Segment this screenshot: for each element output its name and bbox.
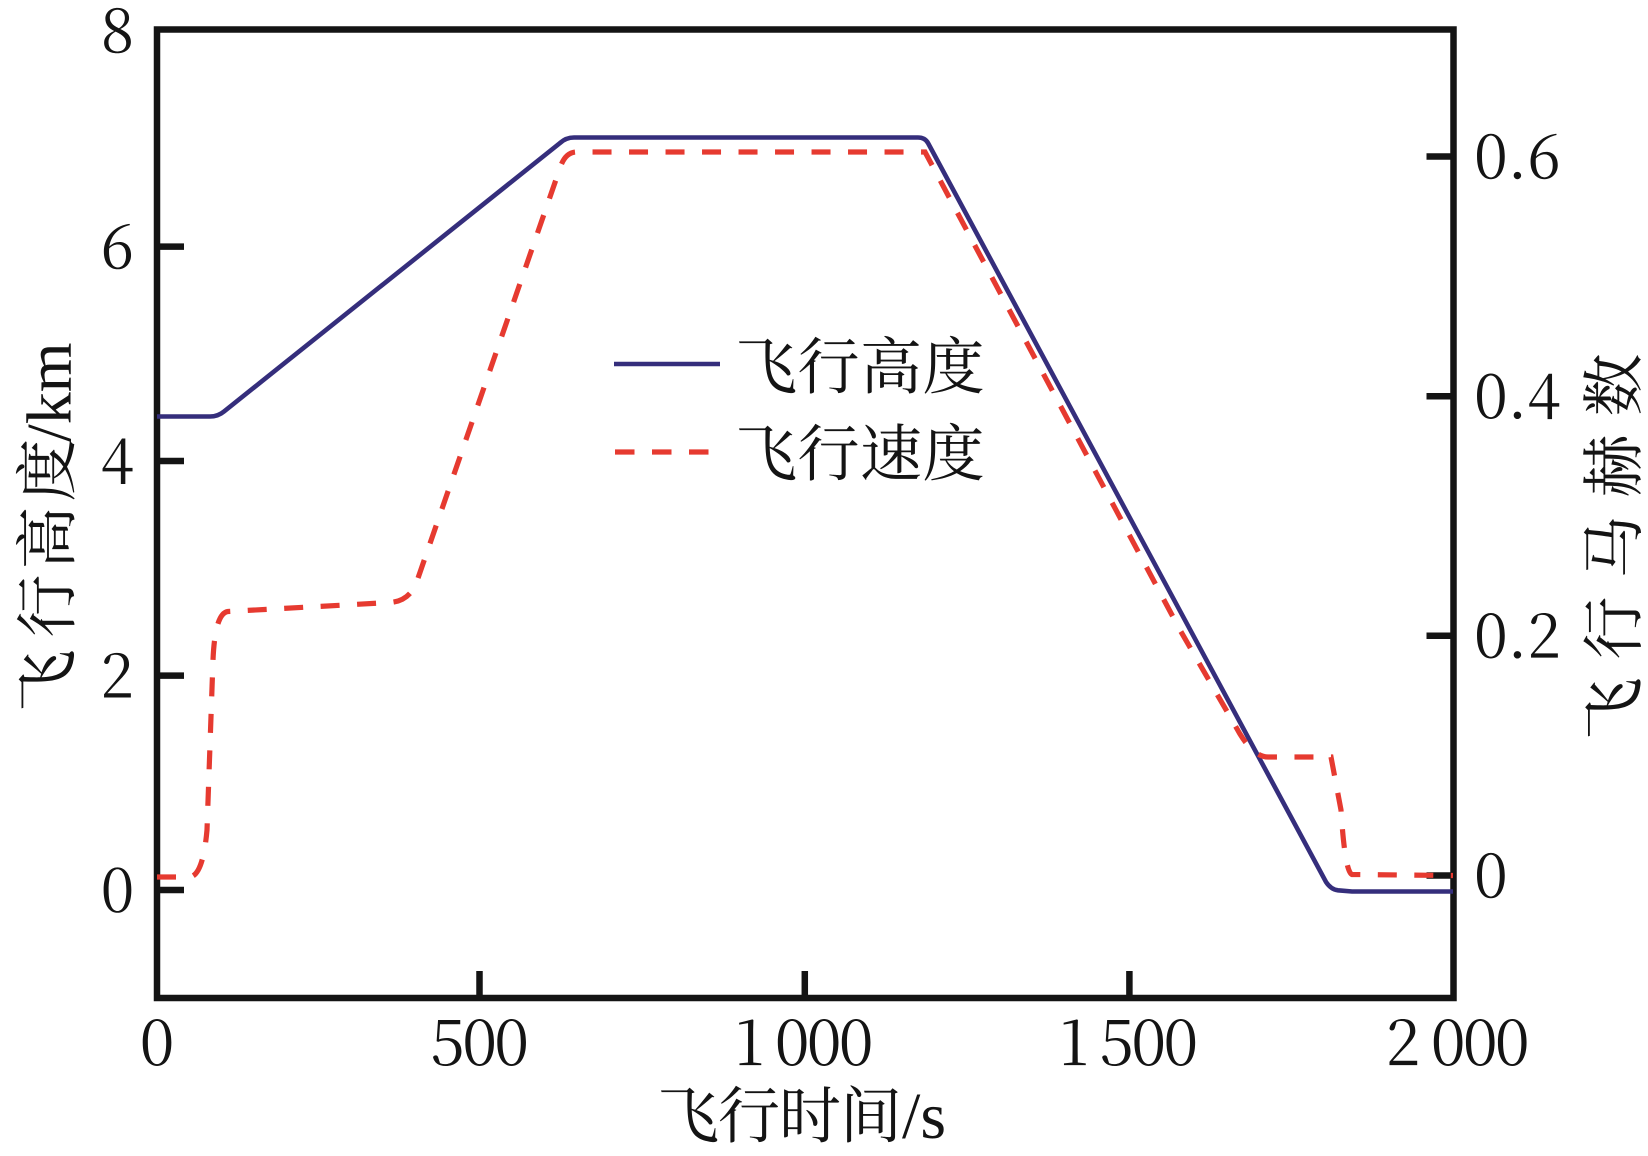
svg-text:/km: /km [14,342,85,442]
svg-text:/s: /s [902,1080,946,1153]
